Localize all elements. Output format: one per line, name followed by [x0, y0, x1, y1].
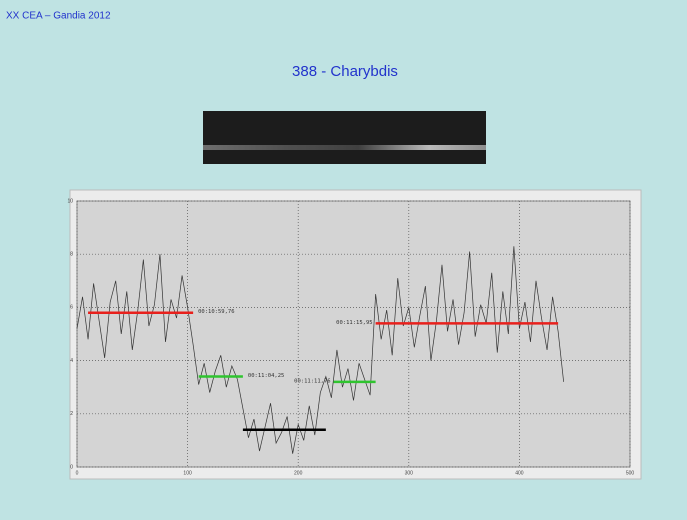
x-tick-label: 500 — [626, 470, 635, 476]
x-tick-label: 400 — [515, 470, 524, 476]
header: XX CEA – Gandia 2012 — [6, 11, 111, 22]
x-tick-label: 100 — [183, 470, 192, 476]
x-tick-label: 0 — [76, 470, 79, 476]
fit-label: 00:11:04,25 — [248, 373, 284, 379]
slide: XX CEA – Gandia 2012 388 - Charybdis 0 2 4… — [0, 0, 687, 515]
x-tick-label: 200 — [294, 470, 303, 476]
chart-title: 388 - Charybdis — [292, 63, 398, 80]
y-tick-label: 2 — [70, 411, 73, 417]
y-tick-label: 10 — [67, 198, 73, 204]
page: XX CEA – Gandia 2012 388 - Charybdis 0 2 4… — [0, 0, 687, 515]
x-tick-label: 300 — [405, 470, 414, 476]
y-tick-label: 4 — [70, 358, 73, 364]
plot-area — [77, 201, 630, 467]
occultation-image — [203, 111, 486, 164]
fit-label: 00:11:15,95 — [336, 320, 372, 326]
y-tick-label: 6 — [70, 305, 73, 311]
fit-label: 00:10:59,76 — [198, 309, 234, 315]
fit-label: 00:11:11,76 — [294, 378, 330, 384]
y-tick-label: 8 — [70, 252, 73, 258]
y-tick-label: 0 — [70, 464, 73, 470]
